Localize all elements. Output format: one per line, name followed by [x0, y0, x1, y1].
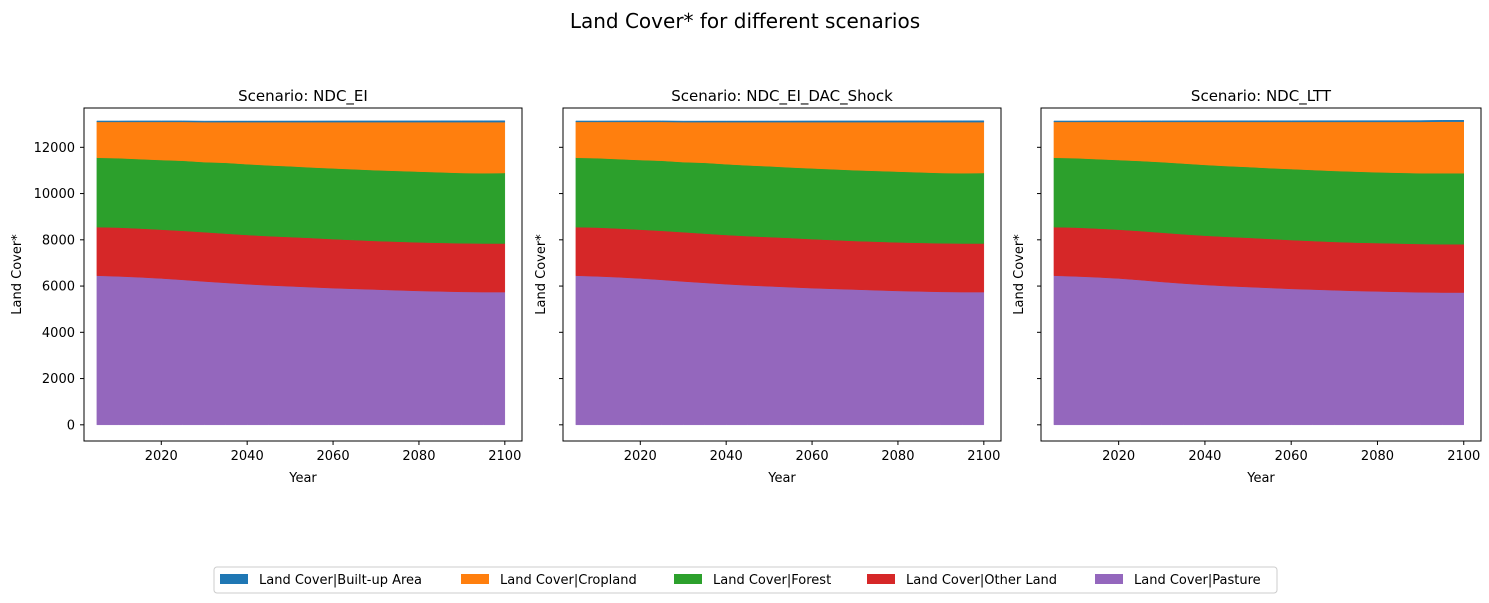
subplot-1: Scenario: NDC_EI 2020 2040 2060 2080 2100 0 200…	[10, 87, 523, 486]
area-built-up-area	[1053, 120, 1464, 123]
x-tick-label: 2060	[796, 449, 829, 464]
legend-label-cropland: Land Cover|Cropland	[500, 573, 637, 588]
x-tick-label: 2020	[1102, 449, 1135, 464]
subplot-title: Scenario: NDC_EI_DAC_Shock	[671, 87, 893, 106]
x-tick-label: 2080	[1361, 449, 1394, 464]
axes-frame	[1040, 107, 1482, 442]
x-tick-label: 2020	[624, 449, 657, 464]
x-tick-label: 2040	[710, 449, 743, 464]
x-tick-label: 2060	[1275, 449, 1308, 464]
area-pasture	[1053, 275, 1464, 426]
x-tick-label: 2020	[145, 449, 178, 464]
legend-swatch-built-up-area	[220, 574, 248, 584]
legend-label-pasture: Land Cover|Pasture	[1134, 573, 1261, 588]
y-tick-label: 8000	[42, 233, 75, 248]
area-built-up-area	[96, 120, 506, 123]
area-pasture	[96, 275, 506, 426]
subplot-title: Scenario: NDC_LTT	[1191, 87, 1332, 106]
y-tick-label: 0	[67, 418, 75, 433]
x-tick-label: 2100	[967, 449, 1000, 464]
legend-swatch-forest	[674, 574, 702, 584]
legend-box	[213, 566, 1278, 594]
legend-swatch-other-land	[867, 574, 895, 584]
x-tick-label: 2060	[317, 449, 350, 464]
x-tick-label: 2080	[881, 449, 914, 464]
x-axis-label: Year	[1246, 471, 1275, 486]
x-tick-label: 2080	[402, 449, 435, 464]
legend-label-forest: Land Cover|Forest	[713, 573, 831, 588]
y-tick-label: 12000	[34, 141, 75, 156]
axes-frame	[83, 107, 523, 442]
y-axis-label: Land Cover*	[1012, 234, 1027, 315]
subplots: Scenario: NDC_EI 2020 2040 2060 2080 2100 0 200…	[10, 87, 1482, 486]
x-tick-label: 2100	[488, 449, 521, 464]
legend-label-built-up-area: Land Cover|Built-up Area	[259, 573, 422, 588]
legend-swatch-pasture	[1095, 574, 1123, 584]
x-tick-label: 2040	[231, 449, 264, 464]
subplot-2: Scenario: NDC_EI_DAC_Shock 2020 2040 2060 20…	[534, 87, 1002, 486]
legend: Land Cover|Built-up Area Land Cover|Cropl…	[213, 566, 1278, 594]
x-axis-label: Year	[767, 471, 796, 486]
x-axis-label: Year	[288, 471, 317, 486]
y-axis-label: Land Cover*	[534, 234, 549, 315]
y-tick-label: 4000	[42, 326, 75, 341]
y-tick-label: 2000	[42, 372, 75, 387]
figure-title: Land Cover* for different scenarios	[570, 9, 920, 33]
x-tick-label: 2100	[1447, 449, 1480, 464]
x-tick-label: 2040	[1188, 449, 1221, 464]
y-tick-label: 6000	[42, 280, 75, 295]
axes-frame	[562, 107, 1002, 442]
subplot-title: Scenario: NDC_EI	[238, 87, 368, 106]
legend-swatch-cropland	[461, 574, 489, 584]
y-tick-label: 10000	[34, 187, 75, 202]
y-axis-label: Land Cover*	[10, 234, 25, 315]
subplot-3: Scenario: NDC_LTT 2020 2040 2060 2080 2100 Yea…	[1012, 87, 1482, 486]
area-pasture	[575, 275, 985, 426]
area-built-up-area	[575, 120, 985, 123]
legend-label-other-land: Land Cover|Other Land	[906, 573, 1057, 588]
